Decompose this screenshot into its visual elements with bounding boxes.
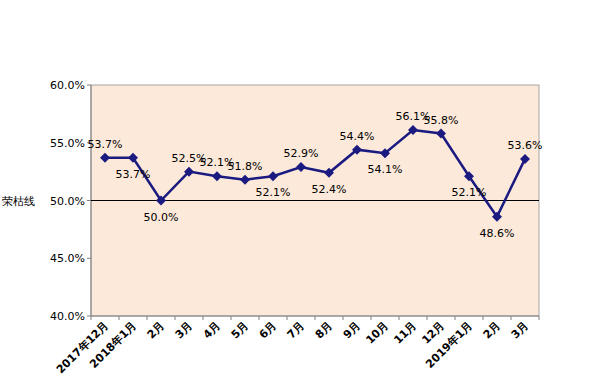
x-tick bbox=[231, 316, 232, 320]
x-tick bbox=[483, 316, 484, 320]
y-tick bbox=[87, 316, 91, 317]
x-tick bbox=[203, 316, 204, 320]
point bbox=[240, 175, 250, 185]
x-tick-label: 8月 bbox=[313, 319, 335, 341]
x-tick-label: 4月 bbox=[201, 319, 223, 341]
data-label: 52.1% bbox=[256, 186, 291, 199]
x-tick-label: 7月 bbox=[285, 319, 307, 341]
data-label: 50.0% bbox=[144, 211, 179, 224]
point bbox=[380, 148, 390, 158]
x-tick bbox=[119, 316, 120, 320]
x-tick-label: 6月 bbox=[257, 319, 279, 341]
x-tick bbox=[427, 316, 428, 320]
x-tick bbox=[259, 316, 260, 320]
x-tick bbox=[399, 316, 400, 320]
data-label: 52.9% bbox=[284, 147, 319, 160]
x-tick-label: 9月 bbox=[341, 319, 363, 341]
x-tick-label: 2019年1月 bbox=[423, 319, 475, 371]
x-tick-label: 2月 bbox=[481, 319, 503, 341]
point bbox=[128, 153, 138, 163]
point bbox=[408, 125, 418, 135]
y-tick bbox=[87, 200, 91, 201]
point bbox=[464, 171, 474, 181]
data-label: 48.6% bbox=[480, 227, 515, 240]
x-tick bbox=[539, 316, 540, 320]
point bbox=[156, 196, 166, 206]
plot-area bbox=[91, 85, 539, 316]
series-group bbox=[100, 125, 530, 222]
y-tick-label: 50.0% bbox=[50, 195, 85, 208]
point bbox=[184, 167, 194, 177]
x-tick bbox=[511, 316, 512, 320]
x-tick-label: 3月 bbox=[173, 319, 195, 341]
x-tick-label: 10月 bbox=[363, 319, 391, 347]
x-tick-label: 5月 bbox=[229, 319, 251, 341]
x-tick bbox=[91, 316, 92, 320]
x-tick-label: 11月 bbox=[391, 319, 419, 347]
point bbox=[324, 168, 334, 178]
y-tick bbox=[87, 258, 91, 259]
x-tick-label: 3月 bbox=[509, 319, 531, 341]
point bbox=[100, 153, 110, 163]
point bbox=[212, 171, 222, 181]
data-label: 54.1% bbox=[368, 163, 403, 176]
data-label: 53.6% bbox=[508, 139, 543, 152]
point bbox=[268, 171, 278, 181]
y-tick-label: 45.0% bbox=[50, 252, 85, 265]
x-tick bbox=[371, 316, 372, 320]
y-tick-label: 40.0% bbox=[50, 310, 85, 323]
point bbox=[520, 154, 530, 164]
x-tick-label: 2018年1月 bbox=[87, 319, 139, 371]
x-tick bbox=[147, 316, 148, 320]
point bbox=[296, 162, 306, 172]
reference-label: 荣枯线 bbox=[2, 195, 35, 208]
x-tick bbox=[315, 316, 316, 320]
x-tick bbox=[343, 316, 344, 320]
data-label: 52.1% bbox=[452, 186, 487, 199]
data-label: 55.8% bbox=[424, 114, 459, 127]
y-tick bbox=[87, 85, 91, 86]
series-line bbox=[105, 130, 525, 217]
data-label: 52.4% bbox=[312, 183, 347, 196]
x-tick-label: 2月 bbox=[145, 319, 167, 341]
point bbox=[352, 145, 362, 155]
x-tick bbox=[175, 316, 176, 320]
y-tick-label: 55.0% bbox=[50, 137, 85, 150]
data-label: 53.7% bbox=[88, 138, 123, 151]
point bbox=[436, 129, 446, 139]
point bbox=[492, 212, 502, 222]
x-tick bbox=[455, 316, 456, 320]
y-tick-label: 60.0% bbox=[50, 79, 85, 92]
x-tick bbox=[287, 316, 288, 320]
data-label: 51.8% bbox=[228, 160, 263, 173]
data-label: 54.4% bbox=[340, 130, 375, 143]
data-label: 53.7% bbox=[116, 168, 151, 181]
